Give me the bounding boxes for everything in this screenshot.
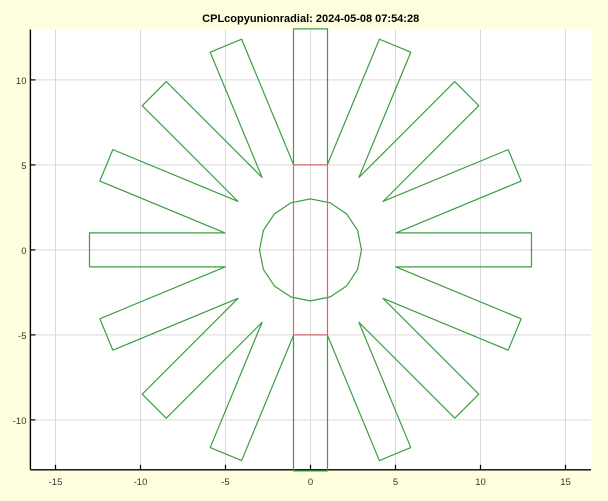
svg-text:-5: -5 xyxy=(18,331,26,342)
svg-text:-5: -5 xyxy=(221,477,229,488)
svg-text:-10: -10 xyxy=(134,477,148,488)
svg-text:5: 5 xyxy=(21,161,26,172)
svg-text:5: 5 xyxy=(393,477,398,488)
svg-text:15: 15 xyxy=(560,477,571,488)
svg-text:0: 0 xyxy=(21,246,26,257)
svg-text:-10: -10 xyxy=(13,416,27,427)
svg-text:10: 10 xyxy=(475,477,486,488)
svg-text:-15: -15 xyxy=(49,477,63,488)
svg-text:0: 0 xyxy=(308,477,313,488)
svg-text:10: 10 xyxy=(16,76,27,87)
